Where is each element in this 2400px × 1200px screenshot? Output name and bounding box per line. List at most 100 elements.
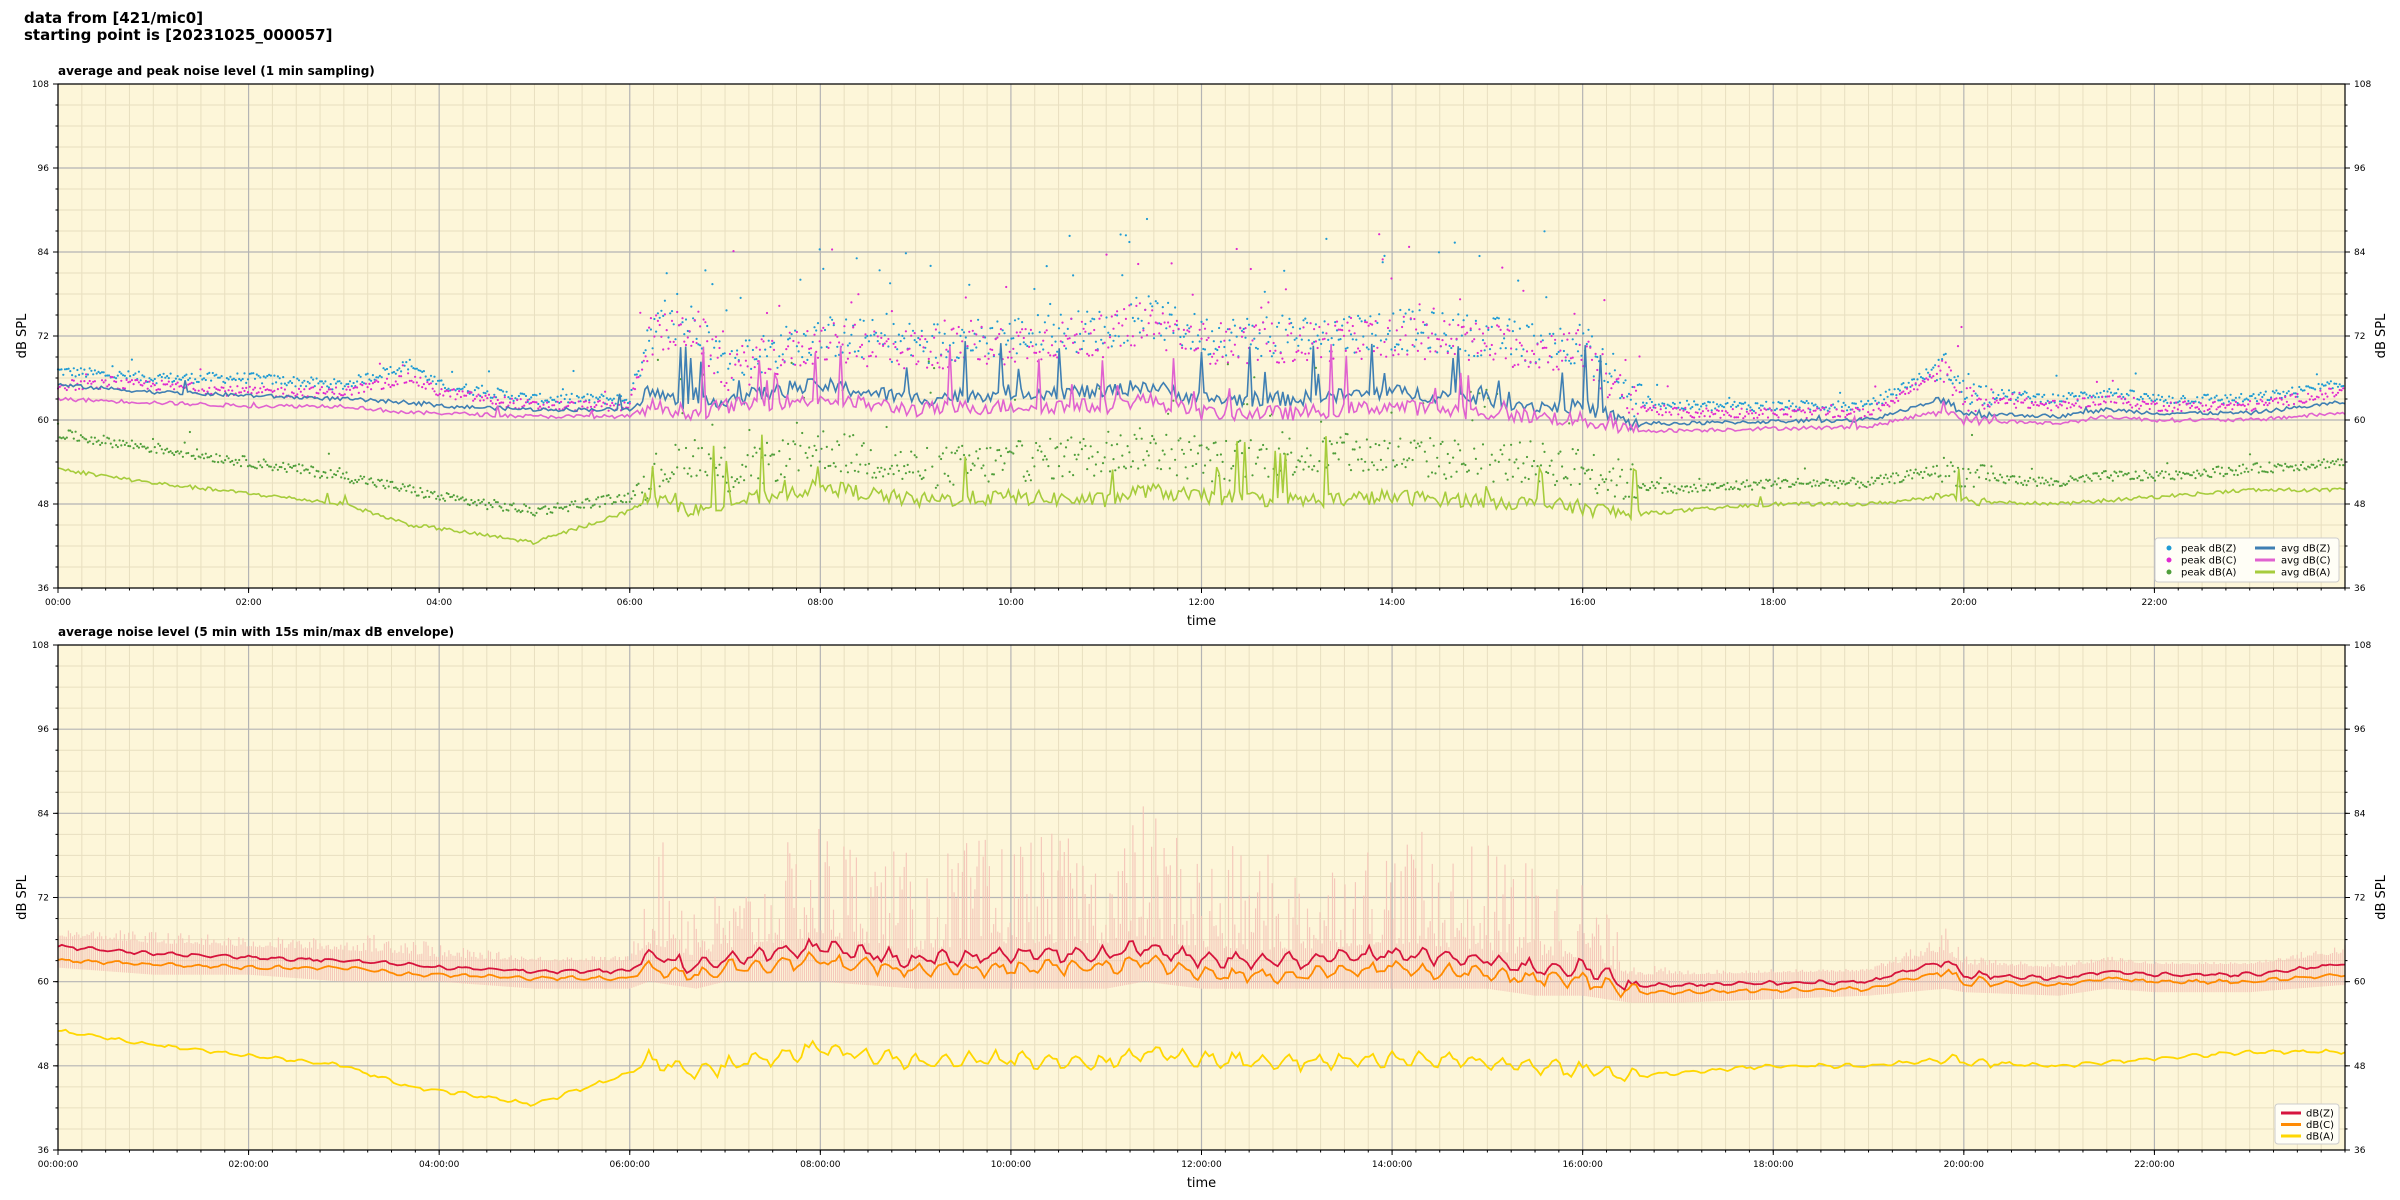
- peak-point: [1506, 478, 1509, 481]
- peak-point: [1912, 471, 1916, 474]
- peak-point: [690, 305, 693, 308]
- peak-point: [1884, 401, 1887, 404]
- peak-point: [2190, 474, 2193, 477]
- peak-point: [1221, 460, 1224, 463]
- peak-point: [2046, 399, 2049, 402]
- peak-point: [943, 319, 946, 322]
- peak-point: [2131, 477, 2134, 480]
- peak-point: [2006, 401, 2009, 405]
- peak-point: [2322, 458, 2325, 461]
- peak-point: [385, 479, 389, 482]
- peak-point: [361, 477, 364, 480]
- peak-point: [913, 454, 916, 457]
- peak-point: [1661, 402, 1664, 405]
- peak-point: [1457, 324, 1460, 327]
- peak-point: [2324, 466, 2327, 469]
- peak-point: [1408, 245, 1411, 248]
- peak-point: [69, 429, 72, 432]
- peak-point: [581, 501, 584, 504]
- peak-point: [616, 495, 619, 498]
- peak-point: [502, 401, 505, 404]
- peak-point: [424, 387, 427, 390]
- peak-point: [1415, 338, 1418, 341]
- peak-point: [1587, 468, 1590, 471]
- peak-point: [1181, 344, 1184, 347]
- peak-point: [630, 497, 633, 500]
- peak-point: [343, 393, 346, 396]
- peak-point: [1332, 343, 1335, 346]
- peak-point: [1073, 453, 1076, 456]
- peak-point: [903, 465, 906, 468]
- peak-point: [1761, 412, 1764, 415]
- peak-point: [167, 377, 170, 380]
- peak-point: [1582, 332, 1585, 335]
- peak-point: [1524, 359, 1527, 362]
- peak-point: [746, 345, 749, 348]
- peak-point: [83, 380, 86, 383]
- peak-point: [1518, 341, 1521, 344]
- peak-point: [2261, 470, 2264, 473]
- peak-point: [1671, 491, 1675, 494]
- peak-point: [1179, 343, 1182, 346]
- peak-point: [1941, 358, 1944, 361]
- peak-point: [765, 311, 769, 315]
- peak-point: [2153, 399, 2157, 402]
- peak-point: [1416, 349, 1419, 352]
- peak-point: [1534, 362, 1537, 365]
- peak-point: [2064, 483, 2067, 487]
- peak-point: [1707, 409, 1710, 412]
- peak-point: [493, 395, 496, 398]
- peak-point: [419, 369, 422, 372]
- peak-point: [1110, 315, 1113, 318]
- peak-point: [2088, 405, 2091, 408]
- peak-point: [1082, 437, 1085, 441]
- peak-point: [1272, 341, 1275, 345]
- peak-point: [2000, 388, 2004, 392]
- peak-point: [934, 328, 938, 331]
- peak-point: [86, 373, 89, 376]
- peak-point: [1399, 308, 1402, 312]
- peak-point: [1615, 378, 1618, 381]
- peak-point: [771, 339, 774, 342]
- peak-point: [1439, 345, 1442, 348]
- peak-point: [2294, 395, 2297, 398]
- peak-point: [1024, 343, 1027, 346]
- peak-point: [1620, 468, 1624, 471]
- peak-point: [1659, 476, 1662, 480]
- peak-point: [1782, 479, 1785, 482]
- peak-point: [487, 501, 491, 504]
- peak-point: [1193, 349, 1196, 352]
- peak-point: [1499, 347, 1502, 350]
- peak-point: [2120, 393, 2123, 396]
- peak-point: [991, 326, 994, 330]
- peak-point: [2273, 464, 2276, 467]
- peak-point: [561, 388, 565, 391]
- peak-point: [1731, 403, 1734, 406]
- peak-point: [2094, 403, 2097, 406]
- peak-point: [639, 311, 642, 314]
- peak-point: [385, 377, 389, 380]
- peak-point: [1116, 443, 1119, 446]
- peak-point: [210, 379, 213, 382]
- peak-point: [2002, 392, 2005, 395]
- peak-point: [1786, 406, 1789, 409]
- peak-point: [1543, 450, 1546, 453]
- peak-point: [665, 478, 668, 481]
- peak-point: [767, 367, 770, 370]
- peak-point: [1138, 302, 1141, 305]
- peak-point: [1932, 465, 1935, 468]
- peak-point: [150, 378, 153, 381]
- peak-point: [218, 376, 221, 379]
- peak-point: [1800, 482, 1803, 485]
- peak-point: [2131, 389, 2134, 392]
- peak-point: [1047, 465, 1050, 468]
- peak-point: [1128, 304, 1131, 307]
- peak-point: [1110, 444, 1113, 447]
- peak-point: [1995, 479, 1998, 482]
- peak-point: [857, 470, 860, 473]
- peak-point: [1812, 404, 1815, 407]
- peak-point: [1464, 333, 1467, 336]
- peak-point: [127, 370, 130, 373]
- peak-point: [2220, 403, 2223, 406]
- peak-point: [683, 333, 686, 336]
